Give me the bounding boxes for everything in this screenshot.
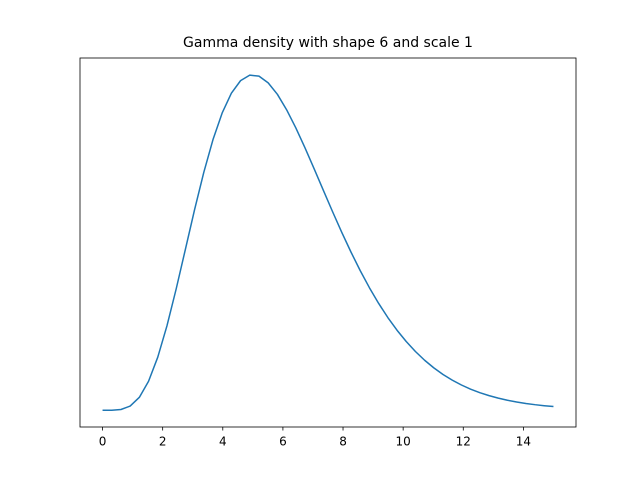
x-tick-label: 12 <box>456 435 471 449</box>
x-tick-label: 10 <box>396 435 411 449</box>
axes-frame <box>79 57 577 428</box>
x-tick-label: 8 <box>339 435 347 449</box>
chart-title: Gamma density with shape 6 and scale 1 <box>183 35 473 51</box>
line-series <box>102 74 554 411</box>
x-tick-label: 6 <box>279 435 287 449</box>
x-tick-label: 4 <box>219 435 227 449</box>
x-tick-label: 0 <box>99 435 107 449</box>
x-tick-label: 14 <box>516 435 531 449</box>
x-tick-label: 2 <box>159 435 167 449</box>
